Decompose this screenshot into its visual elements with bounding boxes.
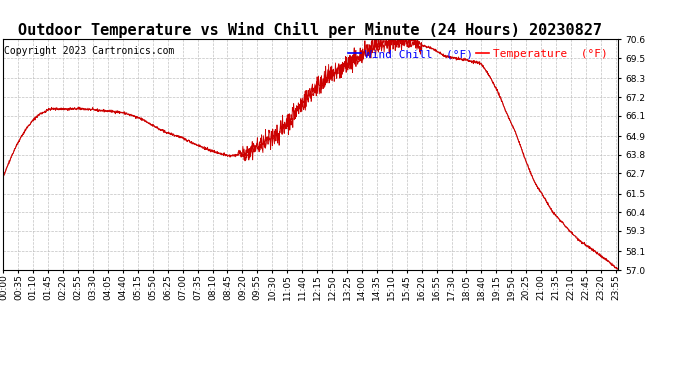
Wind Chill  (°F) (136, 116, 144, 120)
Wind Chill  (°F) (541, 196, 549, 200)
Temperature  (°F) (486, 76, 495, 81)
Text: Copyright 2023 Cartronics.com: Copyright 2023 Cartronics.com (4, 46, 175, 56)
Legend: Wind Chill  (°F), Temperature  (°F): Wind Chill (°F), Temperature (°F) (344, 45, 612, 64)
Wind Chill  (°F) (121, 111, 129, 115)
Temperature  (°F) (136, 116, 144, 121)
Line: Wind Chill  (°F): Wind Chill (°F) (3, 38, 618, 269)
Temperature  (°F) (0, 174, 8, 178)
Title: Outdoor Temperature vs Wind Chill per Minute (24 Hours) 20230827: Outdoor Temperature vs Wind Chill per Mi… (19, 22, 602, 38)
Temperature  (°F) (375, 35, 383, 40)
Temperature  (°F) (541, 196, 549, 200)
Temperature  (°F) (204, 148, 213, 153)
Wind Chill  (°F) (368, 35, 377, 40)
Temperature  (°F) (613, 266, 622, 271)
Wind Chill  (°F) (613, 267, 622, 272)
Wind Chill  (°F) (204, 147, 213, 152)
Wind Chill  (°F) (0, 174, 8, 178)
Temperature  (°F) (406, 40, 415, 45)
Wind Chill  (°F) (406, 40, 415, 45)
Temperature  (°F) (121, 112, 129, 117)
Wind Chill  (°F) (486, 76, 495, 81)
Line: Temperature  (°F): Temperature (°F) (3, 38, 618, 268)
